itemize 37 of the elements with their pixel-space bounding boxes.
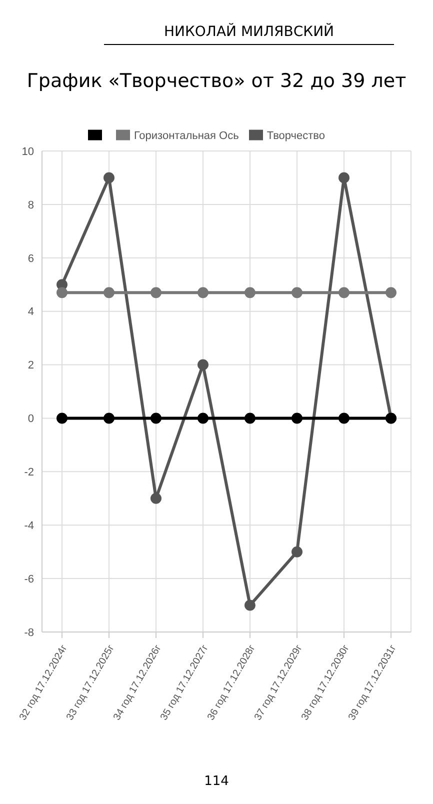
y-tick-label: 0 bbox=[28, 413, 34, 426]
point bbox=[338, 287, 350, 298]
point bbox=[198, 359, 208, 370]
y-tick-label: 6 bbox=[28, 252, 34, 265]
point bbox=[244, 600, 256, 611]
point bbox=[150, 492, 162, 504]
y-tick-label: 10 bbox=[22, 146, 34, 158]
y-tick-label: 2 bbox=[28, 360, 34, 372]
point bbox=[150, 412, 162, 424]
y-tick-label: -8 bbox=[24, 626, 34, 639]
point bbox=[56, 412, 68, 424]
y-tick-label: -6 bbox=[24, 573, 34, 586]
point bbox=[56, 279, 68, 290]
legend-label: Горизонтальная Ось bbox=[134, 130, 239, 142]
chart-title: График «Творчество» от 32 до 39 лет bbox=[26, 70, 408, 92]
point bbox=[386, 287, 396, 298]
point bbox=[338, 412, 350, 424]
point bbox=[198, 287, 208, 298]
y-tick-label: -2 bbox=[24, 466, 34, 479]
point bbox=[244, 287, 256, 298]
point bbox=[104, 172, 114, 184]
y-tick-label: 4 bbox=[28, 306, 34, 318]
point bbox=[292, 287, 302, 298]
legend-label: Творчество bbox=[266, 130, 326, 142]
text: 114 bbox=[203, 774, 230, 789]
y-tick-label: -4 bbox=[24, 520, 34, 532]
text: НИКОЛАЙ МИЛЯВСКИЙ bbox=[104, 24, 394, 45]
point bbox=[150, 287, 162, 298]
point bbox=[292, 412, 302, 424]
y-tick-label: 8 bbox=[28, 199, 34, 212]
point bbox=[56, 287, 68, 298]
point bbox=[198, 412, 208, 424]
point bbox=[104, 287, 114, 298]
point bbox=[338, 172, 350, 184]
point bbox=[104, 412, 114, 424]
point bbox=[244, 412, 256, 424]
point bbox=[292, 546, 302, 558]
